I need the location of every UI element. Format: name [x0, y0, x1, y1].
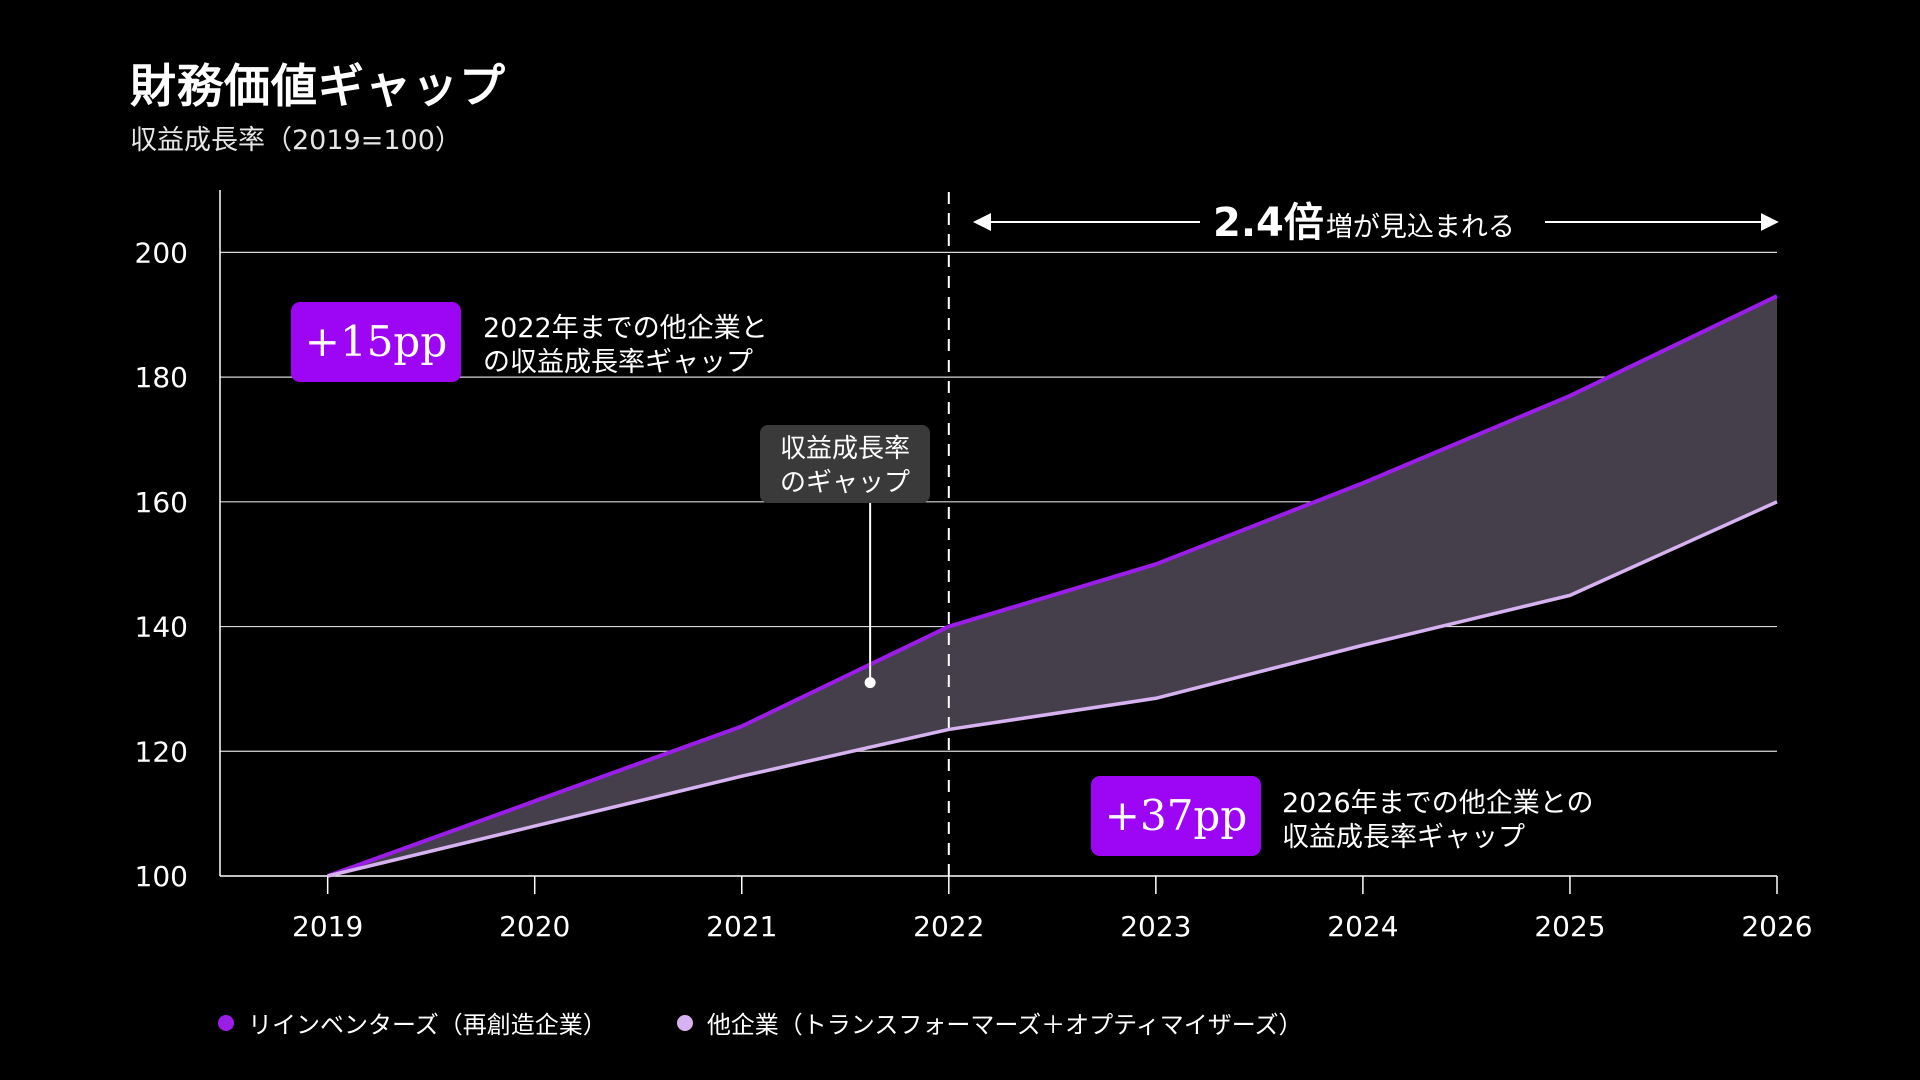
series-line-layer [326, 294, 1778, 878]
gap-area-layer [327, 296, 1777, 876]
badge-gap-2022 [291, 302, 461, 382]
callout-box [760, 425, 930, 503]
y-tick-label-160: 160 [135, 486, 188, 519]
y-tick-label-140: 140 [135, 611, 188, 644]
axis-layer: 100 120 140 160 180 200 2019 2020 2021 2022 2023 20… [135, 190, 1813, 943]
legend-label-others: 他企業（トランスフォーマーズ＋オプティマイザーズ） [706, 1011, 1303, 1039]
y-tick-label-120: 120 [135, 735, 188, 768]
badge-gap-2026 [1091, 776, 1261, 856]
x-tick-label-2025: 2025 [1534, 910, 1605, 943]
x-tick-label-2019: 2019 [292, 910, 363, 943]
annotation-gap-2026-line-0: 2026年までの他企業との [1282, 788, 1593, 819]
x-tick-label-2023: 2023 [1120, 910, 1191, 943]
y-tick-label-100: 100 [135, 860, 188, 893]
callout-point [864, 677, 876, 689]
y-tick-label-200: 200 [135, 236, 188, 269]
x-tick-label-2020: 2020 [499, 910, 570, 943]
series-line-reinventors [326, 294, 1778, 878]
legend: リインベンターズ（再創造企業） 他企業（トランスフォーマーズ＋オプティマイザーズ… [218, 1005, 1373, 1040]
gap-area [327, 296, 1777, 876]
chart-svg: 100 120 140 160 180 200 2019 2020 2021 2022 2023 20… [135, 190, 1813, 943]
annotation-gap-2022-line-0: 2022年までの他企業と [483, 313, 768, 344]
multiplier-big-text: 2.4倍 [1213, 200, 1324, 246]
chart-title: 財務価値ギャップ [130, 59, 506, 113]
legend-item-others: 他企業（トランスフォーマーズ＋オプティマイザーズ） [676, 1005, 1303, 1040]
x-tick-label-2026: 2026 [1741, 910, 1812, 943]
y-tick-label-180: 180 [135, 361, 188, 394]
x-tick-label-2024: 2024 [1327, 910, 1398, 943]
callout-text-line-1: のギャップ [780, 468, 910, 498]
legend-item-reinventors: リインベンターズ（再創造企業） [218, 1005, 607, 1040]
series-line-others [327, 500, 1778, 878]
x-tick-label-2021: 2021 [706, 910, 777, 943]
legend-dot-others [676, 1014, 693, 1031]
annotation-gap-2026-line-1: 収益成長率ギャップ [1282, 822, 1525, 853]
legend-dot-reinventors [218, 1014, 234, 1031]
badge-gap-2026-label: +37pp [1105, 791, 1247, 840]
badge-gap-2022-label: +15pp [305, 317, 447, 366]
multiplier-label: 2.4倍増が見込まれる [1213, 200, 1515, 246]
multiplier-small-text: 増が見込まれる [1326, 212, 1515, 243]
x-tick-label-2022: 2022 [913, 910, 984, 943]
chart-subtitle: 収益成長率（2019=100） [130, 125, 462, 156]
legend-label-reinventors: リインベンターズ（再創造企業） [248, 1011, 607, 1039]
callout-text-line-0: 収益成長率 [780, 434, 910, 464]
annotation-gap-2022-line-1: の収益成長率ギャップ [483, 347, 753, 378]
